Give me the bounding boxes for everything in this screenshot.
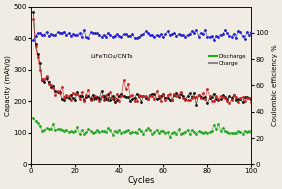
Text: LiFeTiO₄/CNTs: LiFeTiO₄/CNTs [91,53,133,58]
X-axis label: Cycles: Cycles [127,176,155,185]
Y-axis label: Capacity (mAh/g): Capacity (mAh/g) [4,55,11,116]
Text: LiFeTiO₄: LiFeTiO₄ [91,97,116,102]
Y-axis label: Coulombic efficiency %: Coulombic efficiency % [272,45,278,126]
Legend: Discharge, Charge: Discharge, Charge [209,53,246,66]
